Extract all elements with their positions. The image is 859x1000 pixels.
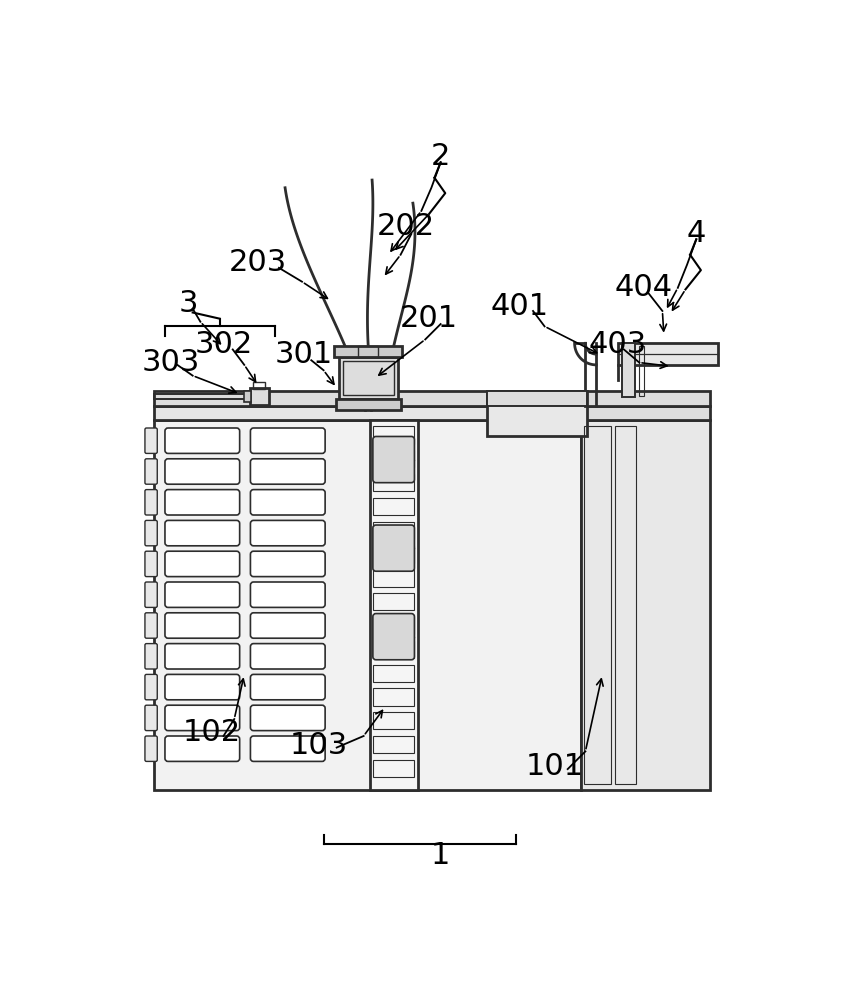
- FancyBboxPatch shape: [251, 613, 325, 638]
- Bar: [615, 426, 637, 784]
- Bar: [373, 617, 414, 634]
- FancyBboxPatch shape: [251, 674, 325, 700]
- FancyBboxPatch shape: [145, 520, 157, 546]
- FancyBboxPatch shape: [145, 705, 157, 731]
- FancyBboxPatch shape: [251, 644, 325, 669]
- FancyBboxPatch shape: [165, 428, 240, 453]
- Bar: [373, 522, 414, 539]
- Bar: [373, 688, 414, 706]
- Bar: [373, 712, 414, 729]
- Bar: [373, 641, 414, 658]
- Bar: [373, 736, 414, 753]
- FancyBboxPatch shape: [165, 644, 240, 669]
- Text: 2: 2: [431, 142, 450, 171]
- FancyBboxPatch shape: [373, 436, 414, 483]
- Bar: [343, 361, 393, 395]
- Bar: [373, 450, 414, 467]
- Text: 302: 302: [194, 330, 253, 359]
- Bar: [584, 426, 611, 784]
- Bar: [251, 388, 269, 405]
- FancyBboxPatch shape: [373, 614, 414, 660]
- FancyBboxPatch shape: [145, 644, 157, 669]
- Text: 403: 403: [588, 330, 647, 359]
- FancyBboxPatch shape: [251, 428, 325, 453]
- FancyBboxPatch shape: [251, 520, 325, 546]
- Bar: [334, 346, 402, 357]
- FancyBboxPatch shape: [165, 582, 240, 607]
- FancyBboxPatch shape: [251, 551, 325, 577]
- Text: 102: 102: [183, 718, 241, 747]
- FancyBboxPatch shape: [145, 551, 157, 577]
- Bar: [618, 343, 718, 365]
- Text: 301: 301: [274, 340, 332, 369]
- Bar: [358, 346, 378, 357]
- FancyBboxPatch shape: [165, 736, 240, 761]
- Bar: [622, 343, 636, 397]
- Bar: [373, 569, 414, 587]
- Bar: [639, 346, 644, 396]
- Bar: [373, 593, 414, 610]
- Bar: [373, 426, 414, 444]
- Bar: [339, 357, 398, 399]
- Text: 1: 1: [431, 841, 450, 870]
- Bar: [373, 665, 414, 682]
- Text: 404: 404: [614, 273, 673, 302]
- FancyBboxPatch shape: [165, 705, 240, 731]
- Text: 202: 202: [377, 212, 435, 241]
- Bar: [487, 391, 587, 436]
- Text: 103: 103: [289, 731, 348, 760]
- Bar: [253, 382, 265, 389]
- Text: 401: 401: [490, 292, 549, 321]
- Bar: [154, 406, 581, 420]
- FancyBboxPatch shape: [251, 705, 325, 731]
- Bar: [243, 391, 251, 402]
- Text: 203: 203: [229, 248, 287, 277]
- FancyBboxPatch shape: [251, 490, 325, 515]
- Bar: [487, 391, 587, 406]
- Bar: [581, 420, 710, 790]
- Text: 101: 101: [526, 752, 583, 781]
- Bar: [581, 406, 710, 420]
- Text: 3: 3: [179, 289, 198, 318]
- Bar: [373, 546, 414, 563]
- FancyBboxPatch shape: [165, 674, 240, 700]
- FancyBboxPatch shape: [251, 459, 325, 484]
- FancyBboxPatch shape: [165, 613, 240, 638]
- FancyBboxPatch shape: [165, 520, 240, 546]
- Bar: [154, 391, 710, 406]
- FancyBboxPatch shape: [145, 490, 157, 515]
- Bar: [336, 399, 400, 410]
- FancyBboxPatch shape: [165, 490, 240, 515]
- Bar: [373, 474, 414, 491]
- FancyBboxPatch shape: [145, 582, 157, 607]
- Bar: [369, 420, 417, 790]
- Bar: [373, 760, 414, 777]
- Text: 201: 201: [400, 304, 458, 333]
- FancyBboxPatch shape: [145, 674, 157, 700]
- Bar: [154, 420, 581, 790]
- Text: 303: 303: [142, 348, 200, 377]
- FancyBboxPatch shape: [145, 459, 157, 484]
- FancyBboxPatch shape: [165, 459, 240, 484]
- Bar: [373, 498, 414, 515]
- Text: 4: 4: [686, 219, 706, 248]
- FancyBboxPatch shape: [145, 736, 157, 761]
- FancyBboxPatch shape: [145, 428, 157, 453]
- FancyBboxPatch shape: [145, 613, 157, 638]
- FancyBboxPatch shape: [251, 736, 325, 761]
- FancyBboxPatch shape: [373, 525, 414, 571]
- FancyBboxPatch shape: [251, 582, 325, 607]
- FancyBboxPatch shape: [165, 551, 240, 577]
